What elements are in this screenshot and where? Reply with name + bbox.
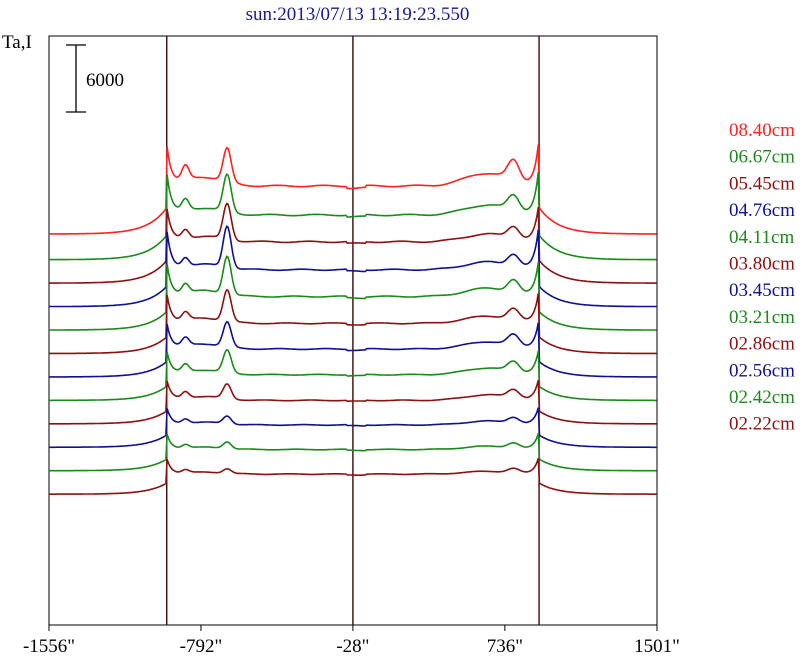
legend-entry: 02.56cm: [729, 360, 795, 381]
series-line: [49, 433, 657, 472]
scale-bar: 6000: [66, 44, 124, 113]
series-line: [49, 320, 657, 378]
series-line: [49, 225, 657, 308]
series-line: [49, 255, 657, 331]
series-line: [49, 348, 657, 402]
series-line: [49, 458, 657, 496]
legend-entry: 03.21cm: [729, 307, 795, 328]
legend-entry: 02.42cm: [729, 387, 795, 408]
legend-entry: 04.76cm: [729, 200, 795, 221]
legend-entry: 06.67cm: [729, 147, 795, 168]
series-line: [49, 202, 657, 284]
scale-bar-label: 6000: [86, 70, 124, 91]
legend-entry: 04.11cm: [729, 227, 794, 248]
series-line: [49, 379, 657, 425]
x-tick-label: 1501": [634, 636, 680, 657]
x-tick-label: -792": [180, 636, 223, 657]
series-line: [48, 288, 657, 355]
legend-entry: 08.40cm: [729, 120, 795, 141]
x-tick-label: 736": [487, 636, 523, 657]
y-axis-label: Ta,I: [2, 32, 32, 53]
legend-entry: 02.86cm: [729, 334, 795, 355]
legend-entry: 05.45cm: [729, 173, 795, 194]
series-line: [49, 407, 657, 449]
x-tick-label: -1556": [23, 636, 75, 657]
series-line: [49, 144, 657, 235]
legend-entry: 03.45cm: [729, 280, 795, 301]
x-tick-label: -28": [336, 636, 369, 657]
series-line: [49, 172, 657, 261]
chart-title: sun:2013/07/13 13:19:23.550: [245, 4, 470, 25]
legend-entry: 03.80cm: [729, 254, 795, 275]
legend-entry: 02.22cm: [729, 414, 795, 435]
